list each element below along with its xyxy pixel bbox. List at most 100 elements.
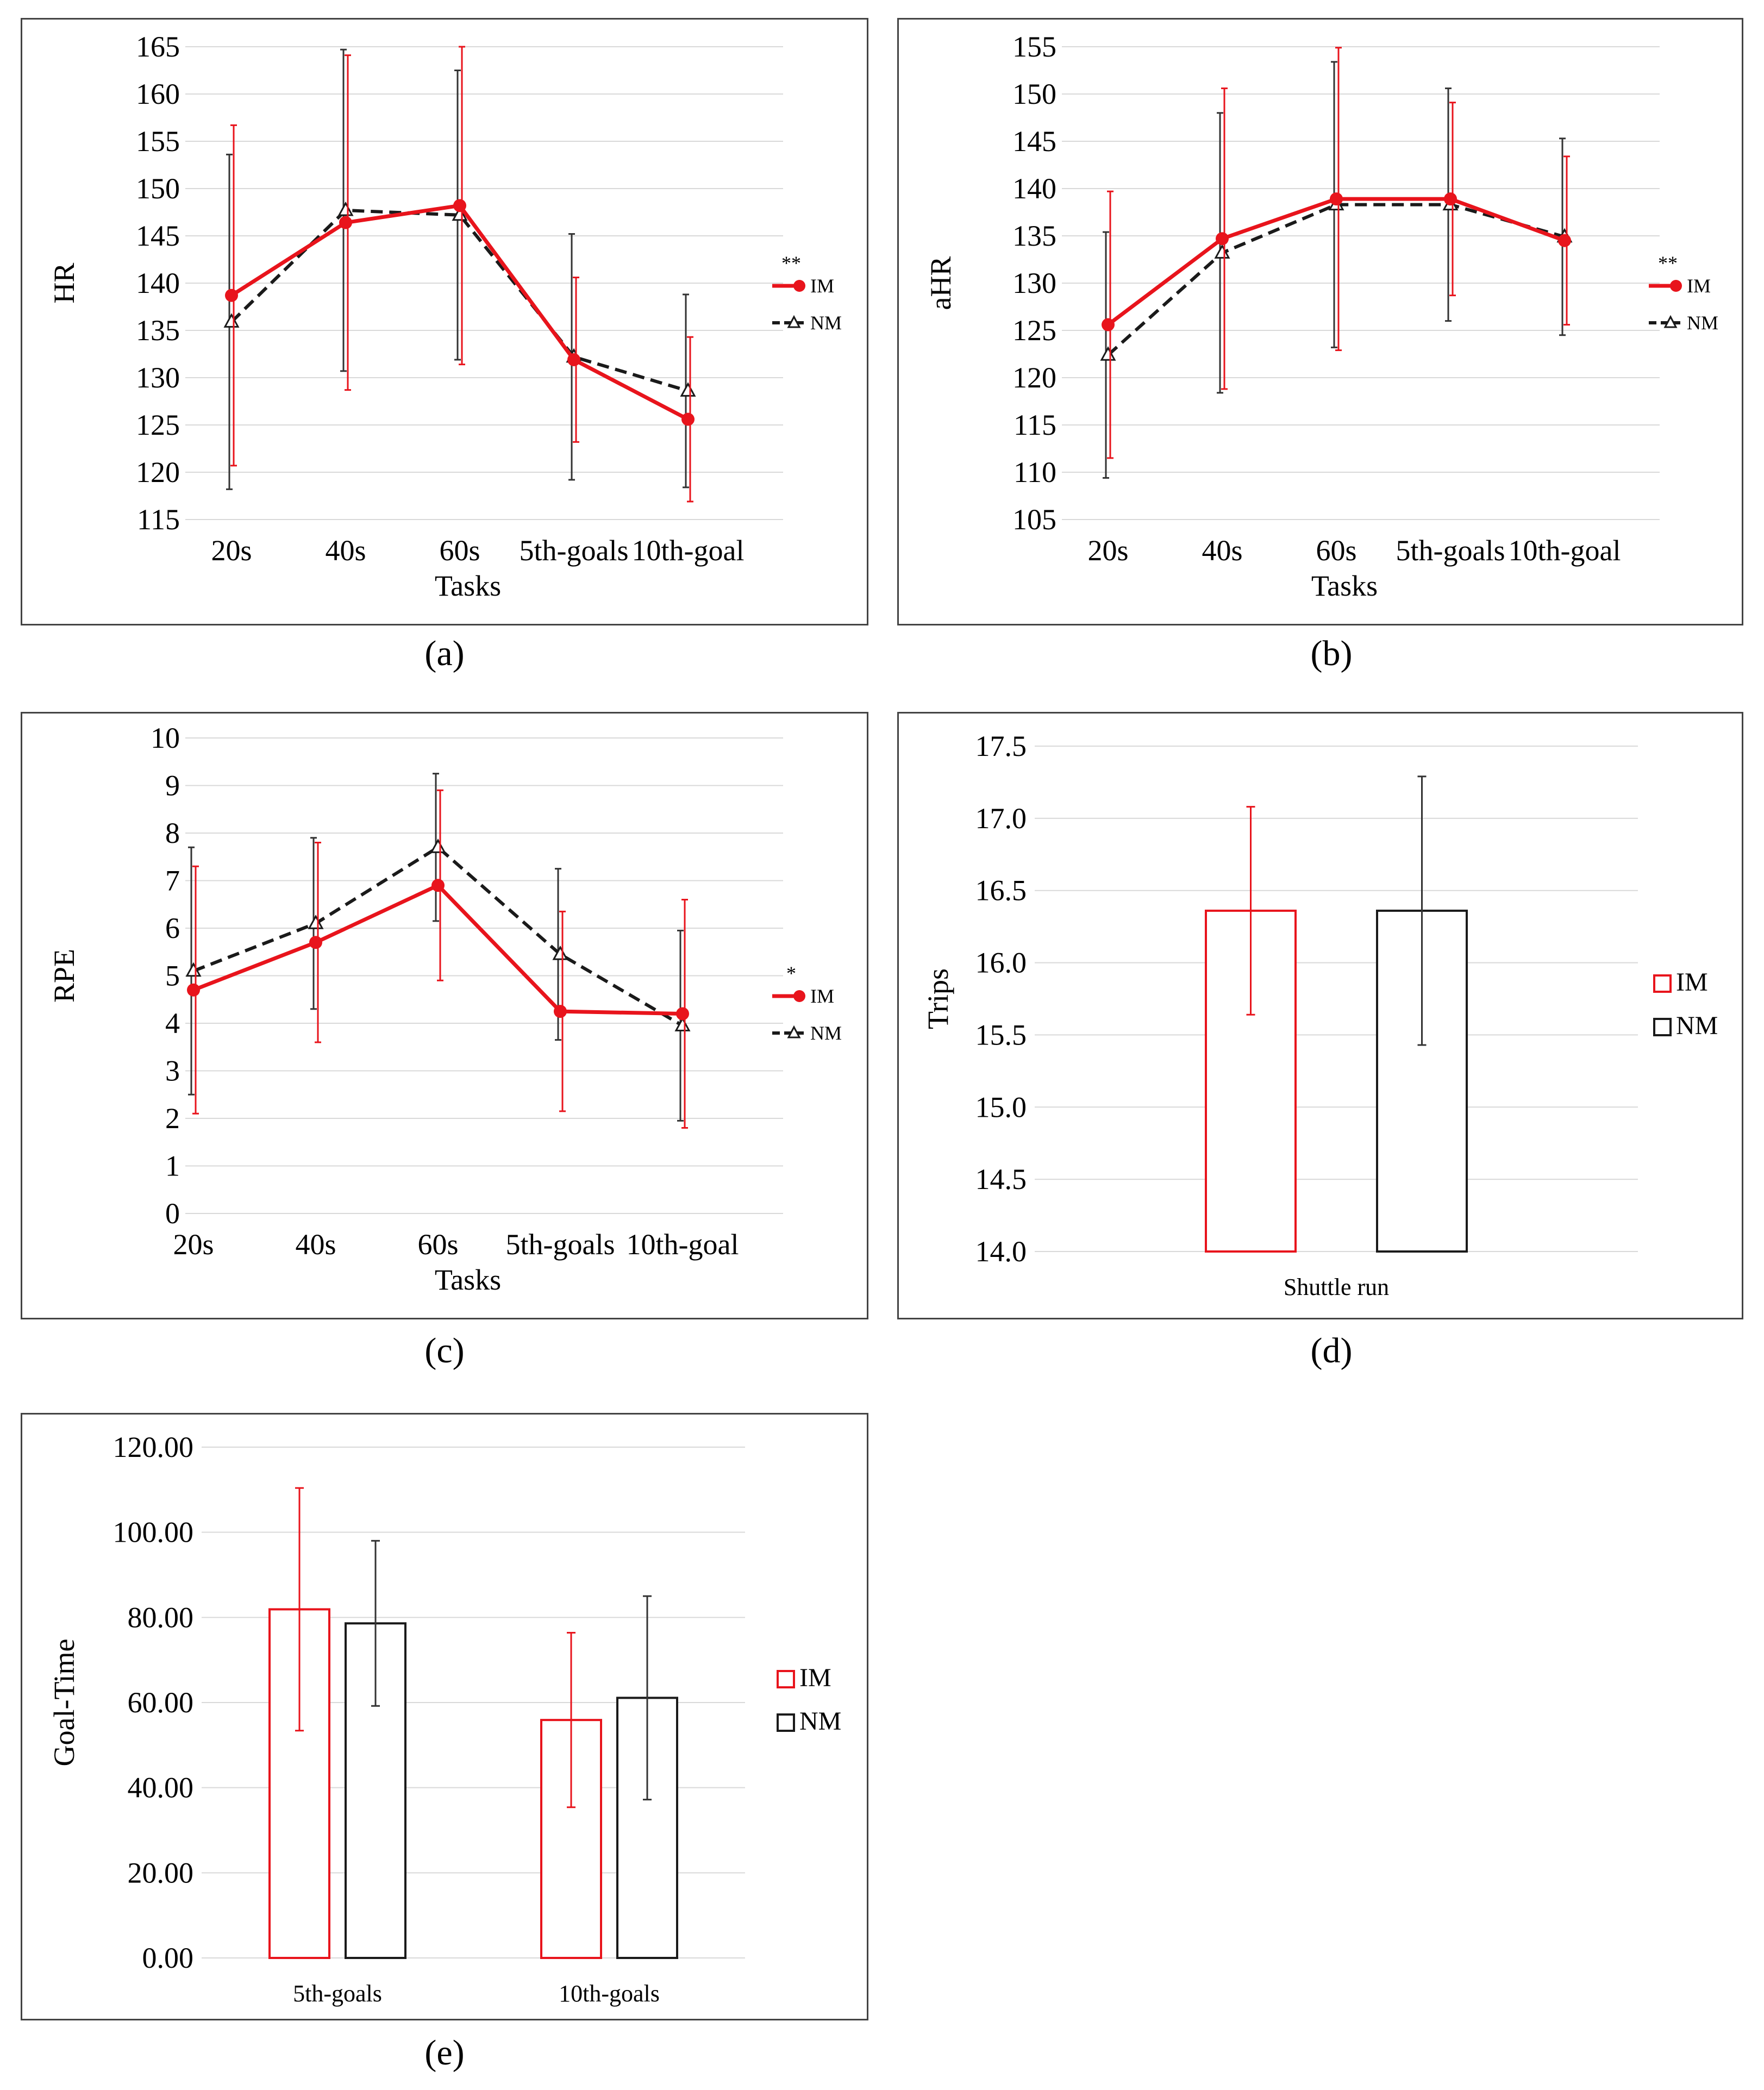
y-tick-label: 150 [136,172,180,205]
data-point-im [187,983,200,997]
data-point-im [1444,192,1457,206]
data-point-im [431,879,445,892]
significance-marker: ** [781,252,801,274]
x-tick-label: 40s [295,1228,336,1261]
bar-nm [616,1697,678,1960]
y-tick-label: 120 [1012,361,1056,394]
x-tick-label: 5th-goals [520,534,629,567]
y-tick-label: 145 [136,220,180,252]
series-line-nm [192,845,684,1027]
data-point-nm [552,945,568,960]
x-tick-label: 5th-goals [1396,534,1505,567]
x-axis-title: Tasks [1311,570,1378,602]
y-tick-label: 17.0 [975,802,1027,835]
y-tick-label: 14.5 [975,1163,1027,1196]
y-tick-label: 16.0 [975,947,1027,979]
series-line-im [230,203,689,421]
series-line-im [1106,197,1566,327]
chart-panel-c: 0 1 2 3 4 5 6 7 8 9 10 RPE 20s 40s 60s 5th-goals 10th-go… [21,712,868,1319]
x-axis-title: Tasks [435,1263,501,1296]
y-tick-label: 155 [136,125,180,158]
y-tick-label: 15.0 [975,1091,1027,1123]
y-tick-label: 115 [137,503,180,536]
data-point-nm [430,838,446,853]
x-tick-label: 10th-goal [632,534,745,567]
legend-nm-swatch [1653,1018,1672,1036]
x-tick-label: 10th-goal [1509,534,1621,567]
data-point-nm [308,915,324,929]
y-tick-label: 1 [165,1150,180,1182]
data-point-nm [1214,244,1230,259]
significance-marker: ** [1658,252,1678,274]
y-tick-label: 140 [136,267,180,299]
y-tick-label: 10 [151,722,180,754]
x-tick-label: 60s [1316,534,1356,567]
y-tick-label: 0 [165,1197,180,1230]
y-tick-label: 8 [165,817,180,849]
y-tick-label: 17.5 [975,730,1027,762]
x-axis-title: Tasks [435,570,501,602]
legend-im-swatch [1653,974,1672,993]
chart-d: 14.0 14.5 15.0 15.5 16.0 16.5 17.0 17.5 Trips Shu… [922,730,1718,1300]
x-tick-label: 10th-goal [627,1228,739,1261]
legend-im-label: IM [1676,968,1708,997]
series-line-nm [1106,203,1565,356]
x-tick-label: 60s [417,1228,458,1261]
y-tick-label: 155 [1012,30,1056,63]
data-point-im [567,353,580,366]
legend-nm-marker [1663,315,1678,328]
legend-im-label: IM [810,985,834,1007]
legend-nm-label: NM [1676,1011,1718,1040]
y-tick-label: 145 [1012,125,1056,158]
data-point-im [1330,192,1343,206]
y-tick-label: 165 [136,30,180,63]
caption-c: (c) [424,1331,465,1371]
x-tick-label: Shuttle run [1284,1274,1389,1300]
data-point-im [1558,234,1571,247]
y-tick-label: 125 [1012,314,1056,347]
x-tick-label: 20s [173,1228,214,1261]
x-tick-label: 5th-goals [293,1980,382,2007]
y-tick-label: 150 [1012,78,1056,110]
y-tick-label: 130 [136,361,180,394]
caption-e: (e) [424,2033,465,2073]
y-tick-label: 160 [136,78,180,110]
legend-nm-marker [787,1025,801,1038]
y-tick-label: 20.00 [128,1856,194,1889]
data-point-im [453,199,466,212]
y-axis-title: Goal-Time [48,1638,80,1766]
legend-nm-label: NM [1687,312,1718,334]
caption-b: (b) [1310,634,1353,673]
legend-im-marker [1670,280,1682,292]
y-tick-label: 4 [165,1007,180,1040]
x-tick-label: 40s [1202,534,1242,567]
legend-nm-label: NM [810,1022,842,1044]
caption-d: (d) [1310,1331,1353,1371]
data-point-im [1102,318,1115,331]
y-tick-label: 14.0 [975,1235,1027,1268]
y-tick-label: 6 [165,912,180,944]
chart-panel-d: 14.0 14.5 15.0 15.5 16.0 16.5 17.0 17.5 Trips Shu… [897,712,1743,1319]
y-tick-label: 7 [165,865,180,897]
data-point-nm [223,313,240,328]
x-tick-label: 5th-goals [506,1228,615,1261]
y-tick-label: 105 [1012,503,1056,536]
y-tick-label: 40.00 [128,1772,194,1804]
data-point-im [676,1007,689,1021]
legend-im-swatch [777,1670,795,1688]
y-tick-label: 100.00 [113,1516,194,1549]
x-tick-label: 10th-goals [559,1980,660,2007]
data-point-nm [1100,346,1116,361]
significance-marker: * [786,962,796,984]
data-point-nm [680,382,696,397]
data-point-im [339,216,352,229]
y-tick-label: 135 [1012,220,1056,252]
y-tick-label: 115 [1014,409,1056,441]
series-line-im [192,883,683,1016]
data-point-im [554,1005,567,1018]
y-tick-label: 80.00 [128,1601,194,1634]
y-tick-label: 2 [165,1102,180,1135]
legend-im-label: IM [810,275,834,297]
data-point-im [225,289,238,302]
chart-b: 105 110 115 120 125 130 135 140 145 150 155 aHR 20s 4… [924,30,1718,602]
